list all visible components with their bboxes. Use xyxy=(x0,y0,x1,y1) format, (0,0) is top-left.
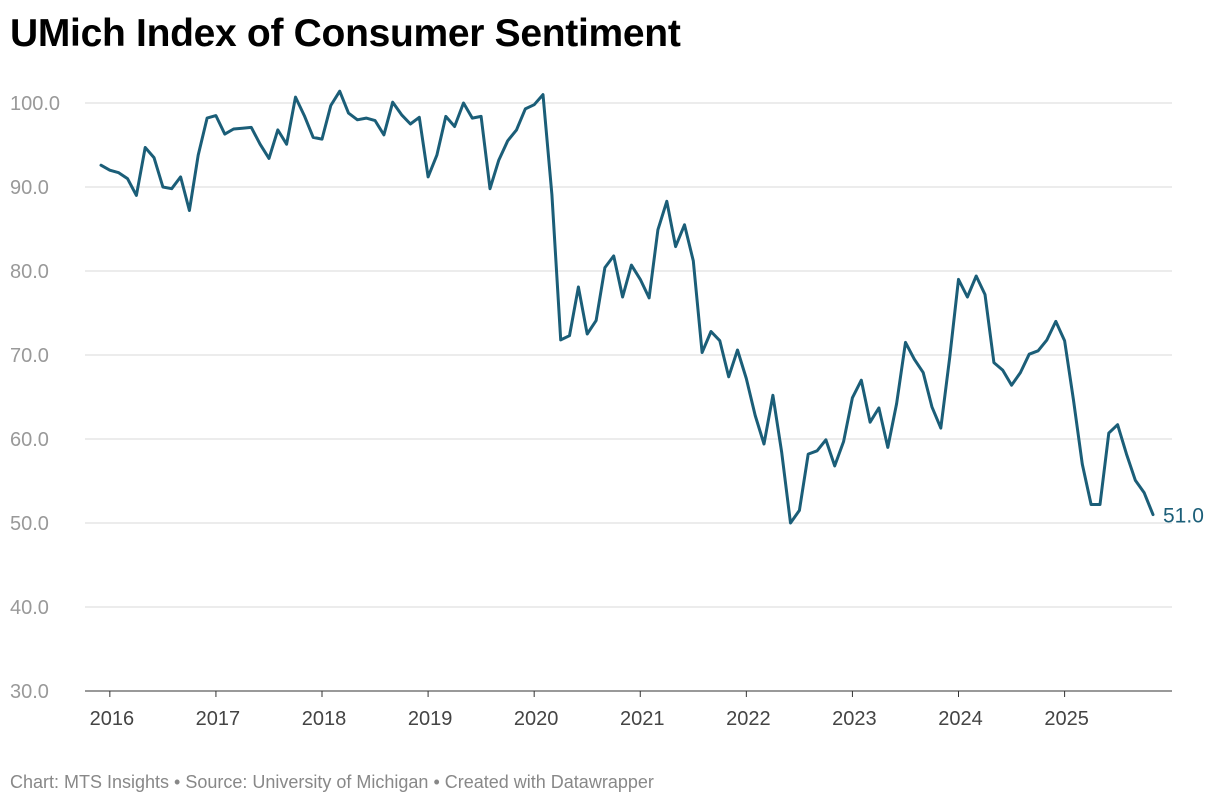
y-tick-label: 50.0 xyxy=(10,513,49,535)
x-tick-label: 2017 xyxy=(196,708,241,730)
x-tick-label: 2020 xyxy=(514,708,559,730)
x-tick-label: 2023 xyxy=(832,708,877,730)
x-tick-label: 2022 xyxy=(726,708,771,730)
y-tick-label: 60.0 xyxy=(10,429,49,451)
x-tick-label: 2021 xyxy=(620,708,665,730)
x-tick-label: 2024 xyxy=(938,708,983,730)
end-value-label: 51.0 xyxy=(1163,505,1204,528)
x-tick-label: 2019 xyxy=(408,708,453,730)
chart-footer: Chart: MTS Insights • Source: University… xyxy=(10,772,654,792)
y-tick-label: 30.0 xyxy=(10,681,49,703)
y-tick-label: 70.0 xyxy=(10,345,49,367)
x-tick-label: 2016 xyxy=(90,708,135,730)
y-tick-label: 40.0 xyxy=(10,597,49,619)
x-tick-label: 2025 xyxy=(1044,708,1089,730)
sentiment-line xyxy=(99,89,1155,525)
y-tick-label: 90.0 xyxy=(10,177,49,199)
x-tick-label: 2018 xyxy=(302,708,347,730)
y-tick-label: 80.0 xyxy=(10,261,49,283)
y-tick-label: 100.0 xyxy=(10,93,60,115)
chart-title: UMich Index of Consumer Sentiment xyxy=(10,12,681,55)
